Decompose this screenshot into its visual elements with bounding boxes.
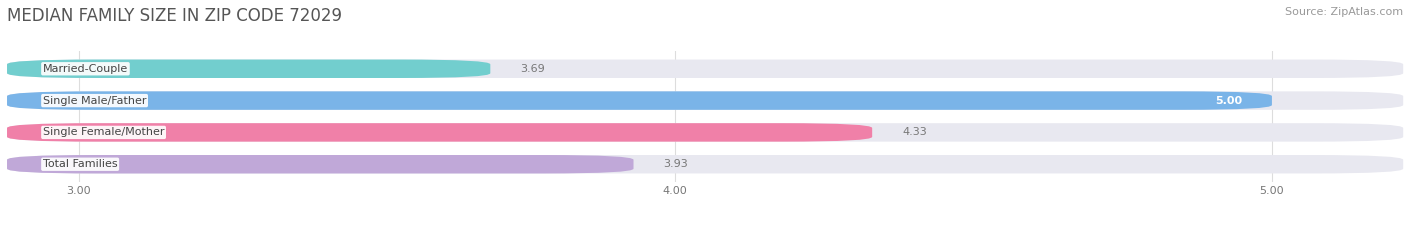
Text: Single Male/Father: Single Male/Father [42,96,146,106]
FancyBboxPatch shape [7,60,491,78]
Text: Married-Couple: Married-Couple [42,64,128,74]
Text: Source: ZipAtlas.com: Source: ZipAtlas.com [1285,7,1403,17]
Text: 5.00: 5.00 [1215,96,1241,106]
FancyBboxPatch shape [7,91,1272,110]
FancyBboxPatch shape [7,123,1403,142]
Text: 3.69: 3.69 [520,64,546,74]
Text: 4.33: 4.33 [903,127,927,137]
FancyBboxPatch shape [7,123,872,142]
FancyBboxPatch shape [7,91,1403,110]
FancyBboxPatch shape [7,60,1403,78]
FancyBboxPatch shape [7,155,1403,173]
Text: Total Families: Total Families [42,159,118,169]
FancyBboxPatch shape [7,155,634,173]
Text: MEDIAN FAMILY SIZE IN ZIP CODE 72029: MEDIAN FAMILY SIZE IN ZIP CODE 72029 [7,7,342,25]
Text: Single Female/Mother: Single Female/Mother [42,127,165,137]
Text: 3.93: 3.93 [664,159,688,169]
